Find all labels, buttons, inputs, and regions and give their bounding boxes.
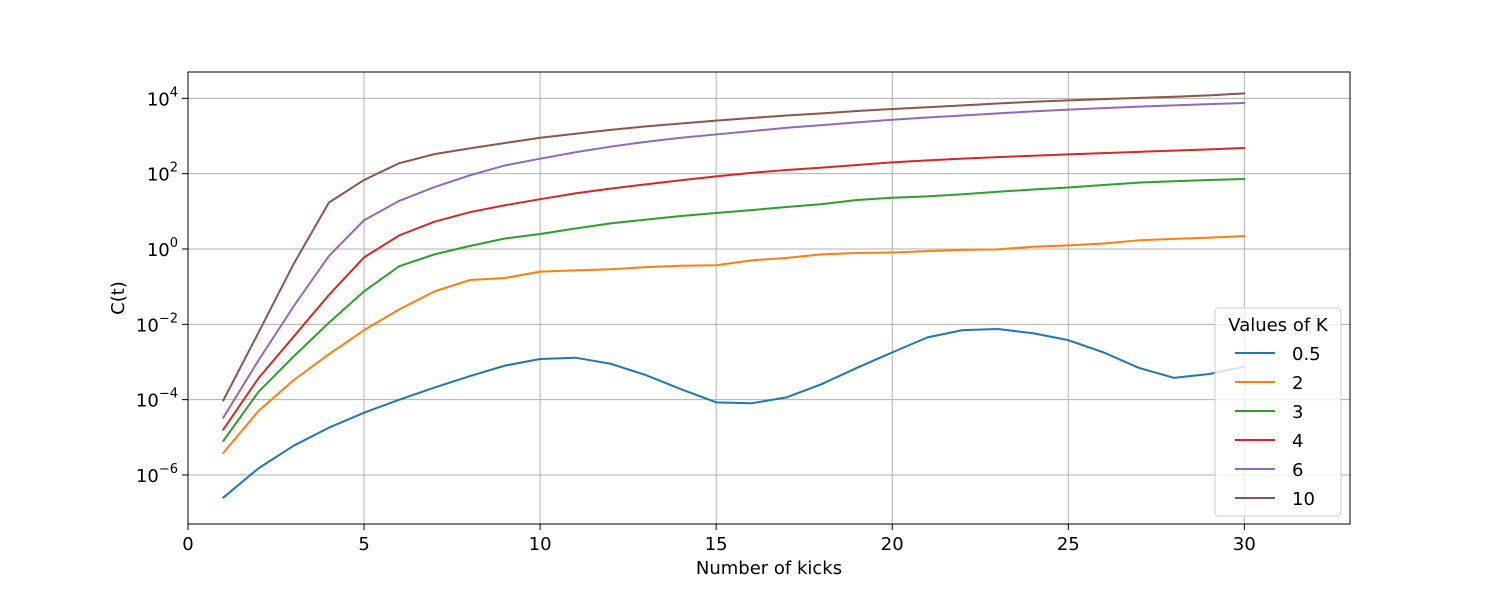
y-tick-label: 102: [147, 161, 178, 186]
x-tick-label: 5: [358, 534, 369, 555]
series-line-k-0.5: [222, 328, 1246, 499]
legend-label: 4: [1292, 431, 1303, 452]
legend-label: 3: [1292, 402, 1303, 423]
x-axis-ticks: 0 5 10 15 20 25 30: [182, 524, 1256, 555]
legend-label: 6: [1292, 460, 1303, 481]
plot-area-frame: [187, 71, 1351, 525]
y-axis-title: C(t): [108, 281, 129, 315]
series-line-k-4: [222, 147, 1246, 431]
y-tick-label: 104: [147, 85, 178, 110]
y-tick-label: 10−4: [136, 387, 178, 412]
x-tick-label: 30: [1233, 534, 1256, 555]
series-line-k-3: [222, 178, 1246, 442]
series-line-k-10: [222, 92, 1246, 402]
y-tick-label: 10−2: [136, 311, 178, 336]
series-lines: [222, 92, 1246, 499]
legend-items: 0.5 2 3 4 6 10: [1235, 344, 1321, 510]
y-tick-label: 10−6: [136, 462, 178, 487]
x-axis-title: Number of kicks: [696, 558, 842, 579]
x-tick-label: 10: [529, 534, 552, 555]
grid-lines: [187, 72, 1350, 524]
legend-label: 10: [1292, 489, 1315, 510]
legend-title: Values of K: [1228, 315, 1329, 336]
legend-label: 0.5: [1292, 344, 1321, 365]
x-tick-label: 0: [182, 534, 193, 555]
series-line-k-2: [222, 235, 1246, 455]
legend: Values of K 0.5 2 3 4 6 10: [1214, 307, 1342, 517]
y-axis-ticks: 10−6 10−4 10−2 100 102 104: [136, 85, 188, 487]
legend-box: [1214, 307, 1342, 517]
x-tick-label: 15: [705, 534, 728, 555]
x-tick-label: 25: [1057, 534, 1080, 555]
x-tick-label: 20: [881, 534, 904, 555]
y-tick-label: 100: [147, 236, 178, 261]
legend-label: 2: [1292, 373, 1303, 394]
series-line-k-6: [222, 102, 1246, 419]
